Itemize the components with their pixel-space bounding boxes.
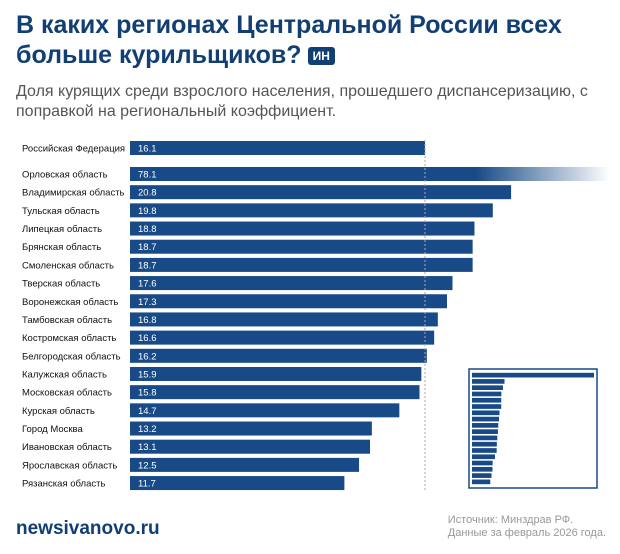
- category-label: Тульская область: [22, 206, 100, 217]
- category-label: Ярославская область: [22, 460, 117, 471]
- bar: [130, 421, 372, 436]
- bar: [130, 312, 438, 327]
- value-label: 16.8: [138, 315, 157, 326]
- value-label: 12.5: [138, 460, 157, 471]
- category-label: Владимирская область: [22, 188, 125, 199]
- value-label: 17.3: [138, 297, 157, 308]
- value-label: 18.7: [138, 242, 157, 253]
- bar: [130, 348, 427, 363]
- value-label: 17.6: [138, 279, 157, 290]
- subtitle: Доля курящих среди взрослого населения, …: [16, 83, 588, 120]
- inset-bar: [472, 391, 502, 397]
- inset-bar: [472, 410, 500, 416]
- inset-bar: [472, 466, 493, 472]
- value-label: 11.7: [138, 479, 156, 490]
- bar: [130, 330, 435, 345]
- category-label: Липецкая область: [22, 224, 102, 235]
- bar: [130, 141, 425, 155]
- bar: [130, 203, 493, 218]
- value-label: 15.9: [138, 369, 157, 380]
- inset-bar: [472, 441, 497, 447]
- value-label: 78.1: [138, 170, 157, 181]
- inset-bar: [472, 435, 498, 441]
- value-label: 16.2: [138, 351, 157, 362]
- category-label: Калужская область: [22, 369, 107, 380]
- category-label: Тамбовская область: [22, 315, 112, 326]
- category-label: Московская область: [22, 388, 112, 399]
- inset-bar: [472, 385, 503, 391]
- value-label: 20.8: [138, 188, 157, 199]
- category-label: Курская область: [22, 406, 95, 417]
- title: В каких регионах Центральной России всех…: [16, 11, 562, 69]
- inset-bar: [472, 479, 491, 485]
- bar: [130, 385, 420, 400]
- category-label: Российская Федерация: [22, 144, 125, 155]
- category-label: Орловская область: [22, 170, 108, 181]
- bar: [130, 403, 400, 418]
- bar: [130, 457, 360, 472]
- value-label: 19.8: [138, 206, 157, 217]
- bars-clipped: [130, 167, 620, 181]
- category-label: Смоленская область: [22, 260, 114, 271]
- inset-bar: [472, 404, 502, 409]
- source: Источник: Минздрав РФ. Данные за февраль …: [448, 514, 606, 540]
- category-label: Костромская область: [22, 333, 116, 344]
- value-label: 13.1: [138, 442, 157, 453]
- inset-bar: [472, 454, 495, 460]
- bar: [130, 366, 422, 381]
- inset-bar: [472, 416, 500, 422]
- value-label: 16.1: [138, 144, 157, 155]
- bar: [130, 276, 453, 291]
- bar: [130, 476, 345, 491]
- category-label: Ивановская область: [22, 442, 112, 453]
- value-label: 14.7: [138, 406, 157, 417]
- bars: [130, 141, 512, 491]
- category-label: Белгородская область: [22, 351, 121, 362]
- inset-bar: [472, 473, 492, 478]
- bar: [130, 439, 371, 454]
- source-line: Источник: Минздрав РФ.: [447, 514, 574, 526]
- bar: [130, 294, 447, 309]
- inset-bar: [472, 397, 502, 403]
- inset-bar: [472, 423, 499, 428]
- category-label: Город Москва: [22, 424, 83, 435]
- inset-bar: [472, 460, 493, 466]
- title-block: В каких регионах Центральной России всех…: [16, 10, 606, 70]
- site: newsivanovo.ru: [16, 518, 160, 539]
- value-label: 13.2: [138, 424, 157, 435]
- category-label: Тверская область: [22, 279, 100, 290]
- value-label: 16.6: [138, 333, 157, 344]
- period-line: Данные за февраль 2026 года.: [447, 527, 606, 539]
- bar: [130, 221, 475, 236]
- value-label: 18.7: [138, 260, 157, 271]
- bar: [130, 239, 473, 254]
- bar: [130, 185, 512, 200]
- value-label: 15.8: [138, 388, 157, 399]
- inset-bar: [472, 448, 497, 453]
- category-label: Воронежская область: [22, 297, 118, 308]
- inset-bar: [472, 429, 498, 434]
- bar: [130, 257, 473, 272]
- value-label: 18.8: [138, 224, 157, 235]
- badge: ИН: [307, 47, 335, 66]
- inset-bar: [472, 372, 594, 378]
- bar: [130, 167, 620, 181]
- category-label: Рязанская область: [22, 479, 105, 490]
- inset-bar: [472, 379, 505, 384]
- category-label: Брянская область: [22, 242, 101, 253]
